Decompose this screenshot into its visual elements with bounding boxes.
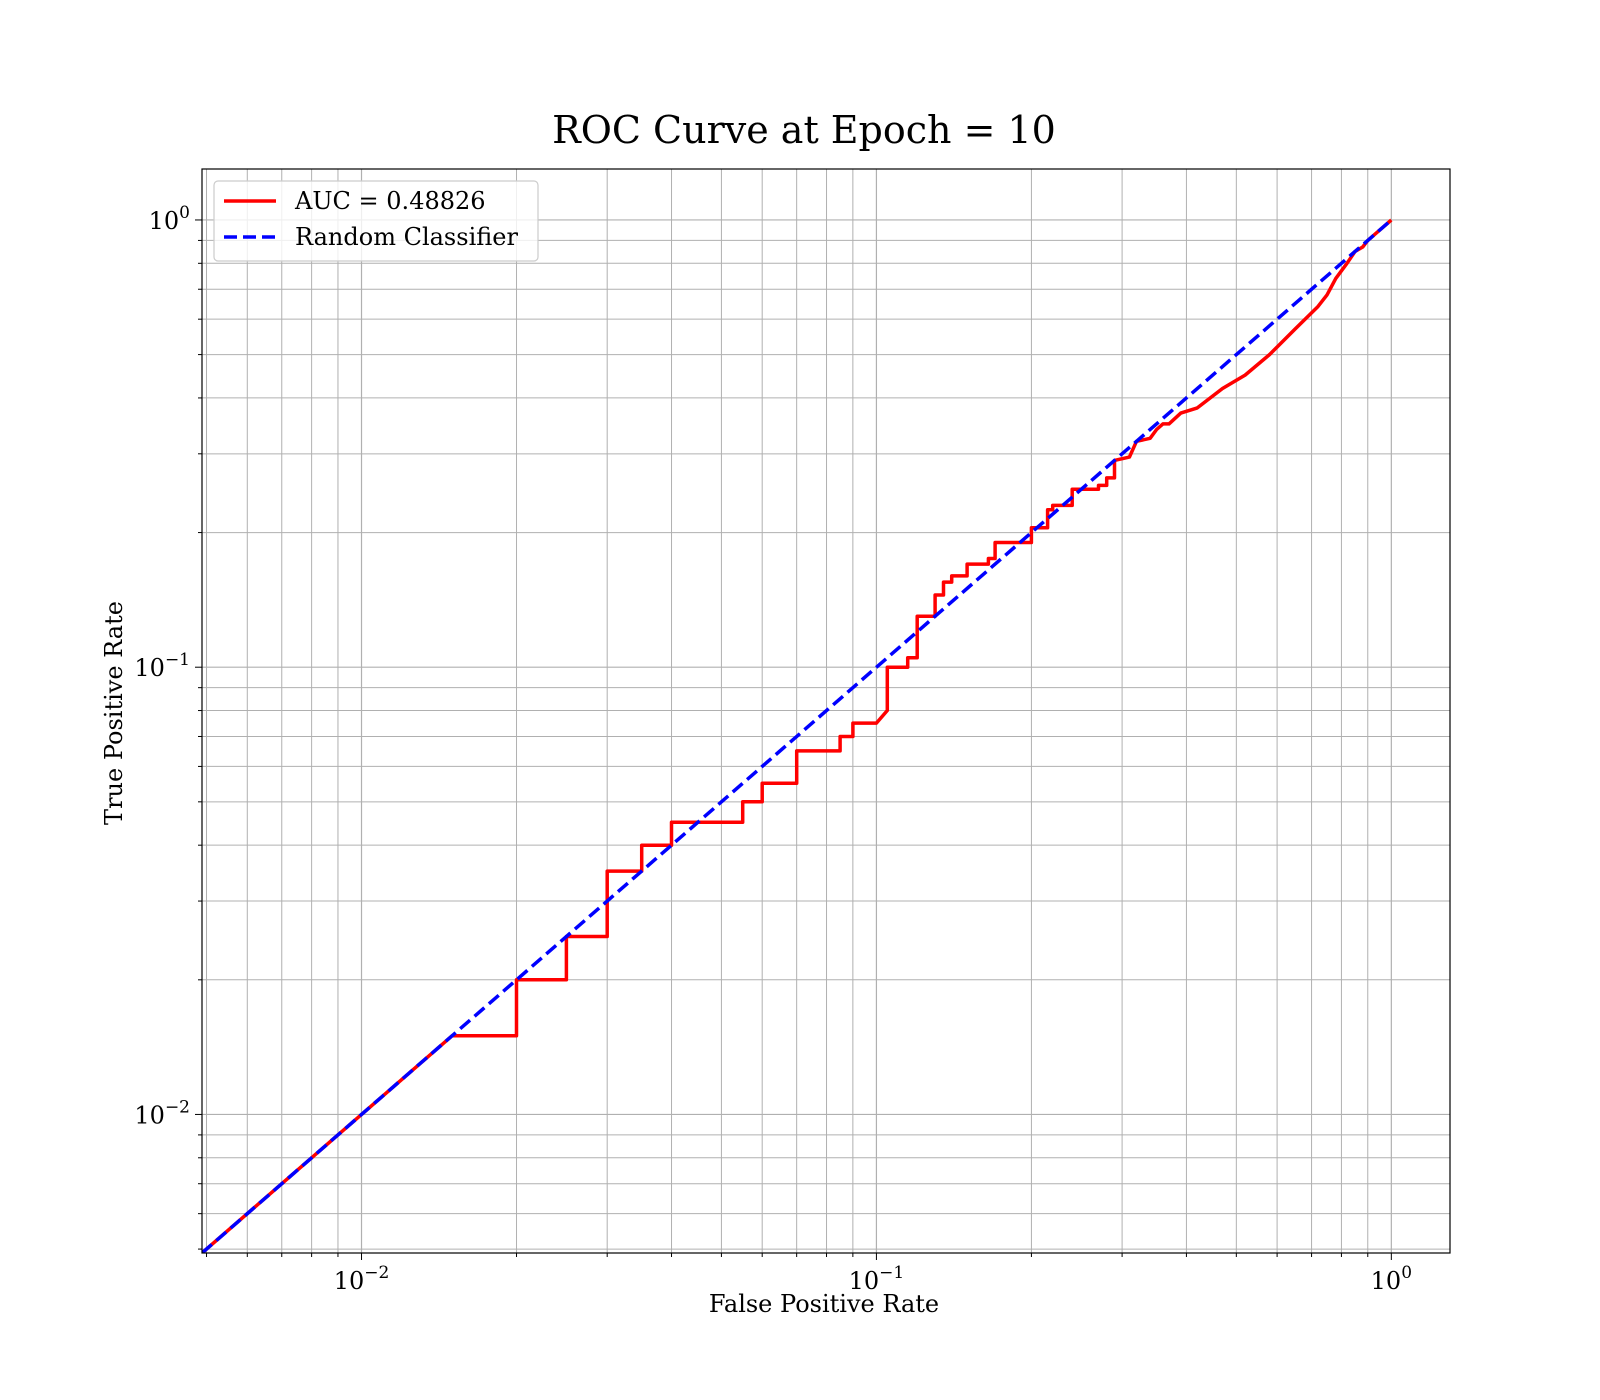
x-tick-label: 10−2 [334,1263,390,1295]
random-classifier-line [202,218,1393,1253]
axis-ticks: 10−2 10−1 100 10−2 10−1 100 [134,203,1412,1295]
y-tick-label: 10−2 [134,1097,190,1129]
x-tick-label: 10−1 [849,1263,905,1295]
roc-curve-line [202,218,1393,1253]
legend-label-auc: AUC = 0.48826 [294,187,486,215]
x-axis-label: False Positive Rate [709,1290,939,1318]
chart-title: ROC Curve at Epoch = 10 [552,108,1056,152]
y-axis-label: True Positive Rate [100,601,128,825]
series-layer [202,218,1393,1253]
legend: AUC = 0.48826 Random Classifier [213,180,539,262]
y-tick-label: 100 [149,203,190,235]
legend-box [213,180,539,262]
legend-label-random: Random Classifier [295,223,518,251]
y-tick-label: 10−1 [134,650,190,682]
x-tick-label: 100 [1371,1263,1412,1295]
